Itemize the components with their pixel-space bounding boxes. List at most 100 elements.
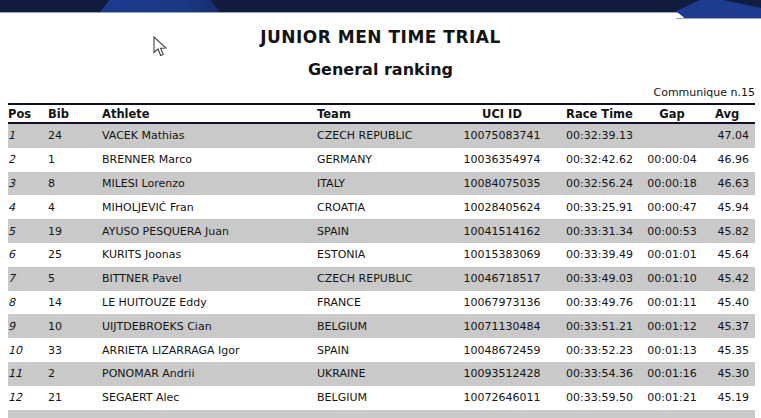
cell-gap: 00:01:16 — [647, 367, 697, 380]
cell-athlete: MILESI Lorenzo — [100, 177, 317, 190]
cell-race-time: 00:33:39.49 — [552, 248, 647, 261]
cell-athlete: UIJTDEBROEKS Cian — [100, 320, 317, 333]
page-title: JUNIOR MEN TIME TRIAL — [0, 27, 761, 47]
cell-gap: 00:01:21 — [647, 391, 697, 404]
table-row: 7 5 BITTNER Pavel CZECH REPUBLIC 1004671… — [8, 267, 755, 291]
cell-race-time: 00:33:59.50 — [552, 391, 647, 404]
cell-avg: 46.96 — [697, 153, 757, 166]
cell-athlete: AYUSO PESQUERA Juan — [100, 225, 317, 238]
cell-gap: 00:00:18 — [647, 177, 697, 190]
table-row: 9 10 UIJTDEBROEKS Cian BELGIUM 100711304… — [8, 314, 755, 338]
cell-bib: 33 — [48, 344, 100, 357]
communique-label: Communique n.15 — [653, 86, 755, 99]
table-row: 1 24 VACEK Mathias CZECH REPUBLIC 100750… — [8, 124, 755, 148]
banner-accent-shape — [100, 0, 220, 12]
cell-uci-id: 10041514162 — [452, 225, 552, 238]
cell-team: CZECH REPUBLIC — [317, 129, 452, 142]
cell-bib: 25 — [48, 248, 100, 261]
table-body: 1 24 VACEK Mathias CZECH REPUBLIC 100750… — [8, 124, 755, 410]
cell-uci-id: 10028405624 — [452, 201, 552, 214]
cell-pos: 7 — [8, 272, 48, 285]
cell-athlete: VACEK Mathias — [100, 129, 317, 142]
cell-uci-id: 10093512428 — [452, 367, 552, 380]
cell-avg: 45.40 — [697, 296, 757, 309]
cell-pos: 10 — [8, 344, 48, 357]
cell-athlete: PONOMAR Andrii — [100, 367, 317, 380]
table-row: 2 1 BRENNER Marco GERMANY 10036354974 00… — [8, 148, 755, 172]
cell-athlete: BITTNER Pavel — [100, 272, 317, 285]
cell-pos: 6 — [8, 248, 48, 261]
cell-avg: 45.35 — [697, 344, 757, 357]
header-team: Team — [317, 107, 452, 121]
cell-gap: 00:00:04 — [647, 153, 697, 166]
partial-next-row — [8, 410, 755, 418]
cell-team: ESTONIA — [317, 248, 452, 261]
cell-bib: 2 — [48, 367, 100, 380]
table-row: 12 21 SEGAERT Alec BELGIUM 10072646011 0… — [8, 386, 755, 410]
cell-uci-id: 10075083741 — [452, 129, 552, 142]
cell-uci-id: 10036354974 — [452, 153, 552, 166]
header-athlete: Athlete — [100, 107, 317, 121]
cell-team: FRANCE — [317, 296, 452, 309]
cell-gap: 00:01:01 — [647, 248, 697, 261]
cell-pos: 9 — [8, 320, 48, 333]
cell-team: ITALY — [317, 177, 452, 190]
cell-avg: 45.94 — [697, 201, 757, 214]
cell-race-time: 00:33:54.36 — [552, 367, 647, 380]
cell-avg: 45.37 — [697, 320, 757, 333]
cell-team: BELGIUM — [317, 320, 452, 333]
cell-uci-id: 10084075035 — [452, 177, 552, 190]
cell-race-time: 00:33:49.76 — [552, 296, 647, 309]
banner-corner-shape — [676, 0, 761, 19]
cell-bib: 8 — [48, 177, 100, 190]
cell-avg: 45.42 — [697, 272, 757, 285]
cell-team: BELGIUM — [317, 391, 452, 404]
header-bib: Bib — [48, 107, 100, 121]
cell-athlete: BRENNER Marco — [100, 153, 317, 166]
cell-team: UKRAINE — [317, 367, 452, 380]
cell-bib: 24 — [48, 129, 100, 142]
results-page: { "page": { "title": "JUNIOR MEN TIME TR… — [0, 0, 761, 418]
header-uci-id: UCI ID — [452, 107, 552, 121]
cell-gap: 00:00:47 — [647, 201, 697, 214]
cell-gap: 00:01:13 — [647, 344, 697, 357]
cell-athlete: LE HUITOUZE Eddy — [100, 296, 317, 309]
cell-uci-id: 10015383069 — [452, 248, 552, 261]
cell-pos: 3 — [8, 177, 48, 190]
cell-uci-id: 10067973136 — [452, 296, 552, 309]
mouse-cursor-icon — [153, 36, 167, 57]
table-row: 6 25 KURITS Joonas ESTONIA 10015383069 0… — [8, 243, 755, 267]
cell-team: SPAIN — [317, 344, 452, 357]
cell-avg: 45.82 — [697, 225, 757, 238]
cell-avg: 45.30 — [697, 367, 757, 380]
cell-avg: 45.64 — [697, 248, 757, 261]
cell-pos: 5 — [8, 225, 48, 238]
cell-bib: 19 — [48, 225, 100, 238]
cell-athlete: MIHOLJEVIĆ Fran — [100, 201, 317, 214]
cell-athlete: ARRIETA LIZARRAGA Igor — [100, 344, 317, 357]
cell-uci-id: 10046718517 — [452, 272, 552, 285]
cell-pos: 2 — [8, 153, 48, 166]
cell-race-time: 00:32:39.13 — [552, 129, 647, 142]
table-row: 8 14 LE HUITOUZE Eddy FRANCE 10067973136… — [8, 291, 755, 315]
table-row: 10 33 ARRIETA LIZARRAGA Igor SPAIN 10048… — [8, 338, 755, 362]
header-gap: Gap — [647, 107, 697, 121]
cell-team: CROATIA — [317, 201, 452, 214]
cell-pos: 11 — [8, 367, 48, 380]
cell-uci-id: 10071130484 — [452, 320, 552, 333]
cell-gap: 00:01:11 — [647, 296, 697, 309]
cell-avg: 46.63 — [697, 177, 757, 190]
cell-gap: 00:01:12 — [647, 320, 697, 333]
table-row: 5 19 AYUSO PESQUERA Juan SPAIN 100415141… — [8, 219, 755, 243]
cell-race-time: 00:33:25.91 — [552, 201, 647, 214]
results-table: Pos Bib Athlete Team UCI ID Race Time Ga… — [8, 103, 755, 418]
cell-bib: 1 — [48, 153, 100, 166]
header-pos: Pos — [8, 107, 48, 121]
cell-pos: 1 — [8, 129, 48, 142]
table-row: 11 2 PONOMAR Andrii UKRAINE 10093512428 … — [8, 362, 755, 386]
header-race-time: Race Time — [552, 107, 647, 121]
cell-athlete: KURITS Joonas — [100, 248, 317, 261]
cell-team: CZECH REPUBLIC — [317, 272, 452, 285]
cell-bib: 10 — [48, 320, 100, 333]
cell-team: SPAIN — [317, 225, 452, 238]
